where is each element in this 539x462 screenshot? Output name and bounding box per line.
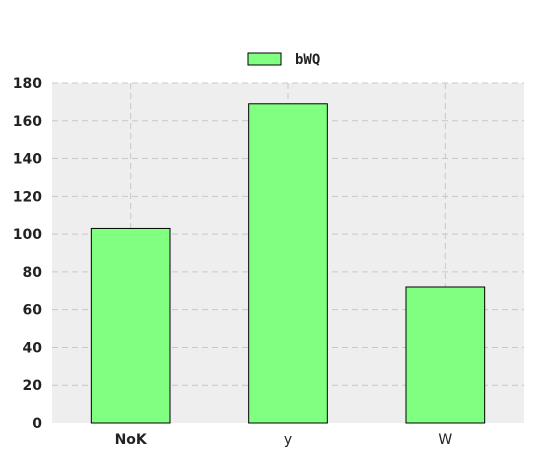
bars	[90, 103, 486, 424]
bar-W	[405, 286, 486, 424]
legend: bWQ	[247, 52, 320, 68]
y-tick-label: 60	[23, 303, 43, 319]
y-tick-label: 180	[13, 76, 42, 92]
y-tick-label: 140	[13, 152, 42, 168]
bar-y	[248, 103, 328, 424]
y-tick-label: 160	[13, 114, 42, 130]
y-tick-label: 20	[23, 378, 43, 394]
y-axis-ticks: 0 20 40 60 80 100 120 140 160 180	[13, 76, 42, 432]
legend-label: bWQ	[295, 52, 320, 68]
y-tick-label: 0	[32, 416, 42, 432]
bar-NoK	[90, 227, 171, 424]
y-tick-label: 40	[23, 340, 43, 356]
x-tick-label: y	[284, 432, 292, 448]
x-tick-label: W	[438, 432, 452, 448]
legend-swatch	[247, 52, 282, 66]
x-tick-label: NoK	[115, 432, 148, 448]
y-tick-label: 80	[23, 265, 43, 281]
y-tick-label: 100	[13, 227, 42, 243]
x-axis-ticks: NoK y W	[115, 432, 453, 448]
y-tick-label: 120	[13, 189, 42, 205]
